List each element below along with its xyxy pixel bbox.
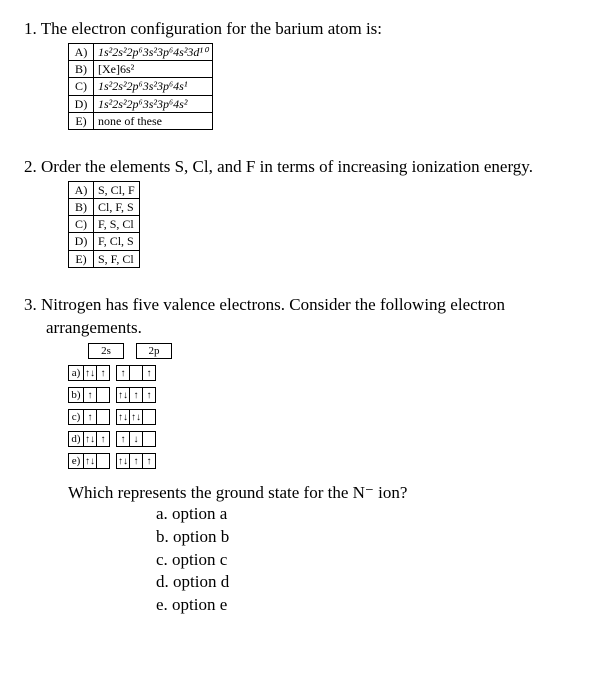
q3-opt-c: c. option c bbox=[156, 549, 566, 572]
q2-row-c-label: C) bbox=[69, 216, 94, 233]
q3-options: a. option a b. option b c. option c d. o… bbox=[156, 503, 566, 618]
question-3: 3. Nitrogen has five valence electrons. … bbox=[24, 294, 566, 618]
q1-row-d-label: D) bbox=[69, 95, 94, 112]
q2-row-a-label: A) bbox=[69, 181, 94, 198]
q3-header-2s: 2s bbox=[89, 343, 124, 358]
q2-row-b-label: B) bbox=[69, 199, 94, 216]
q3-arr-a: a) ↑↓ ↑ ↑ ↑ bbox=[68, 365, 156, 381]
q2-answer-table: A)S, Cl, F B)Cl, F, S C)F, S, Cl D)F, Cl… bbox=[68, 181, 140, 268]
q2-row-c-value: F, S, Cl bbox=[94, 216, 140, 233]
q1-row-e-label: E) bbox=[69, 112, 94, 129]
q3-follow-text: Which represents the ground state for th… bbox=[68, 483, 566, 503]
q3-arr-d: d) ↑↓ ↑ ↑ ↓ bbox=[68, 431, 156, 447]
q3-opt-a: a. option a bbox=[156, 503, 566, 526]
q3-header-2p: 2p bbox=[137, 343, 172, 358]
question-2: 2. Order the elements S, Cl, and F in te… bbox=[24, 156, 566, 268]
question-3-text: 3. Nitrogen has five valence electrons. … bbox=[24, 295, 505, 337]
q1-row-b-value: [Xe]6s² bbox=[94, 61, 213, 78]
question-1: 1. The electron configuration for the ba… bbox=[24, 18, 566, 130]
q2-row-d-value: F, Cl, S bbox=[94, 233, 140, 250]
q1-row-d-value: 1s²2s²2p⁶3s²3p⁶4s² bbox=[94, 95, 213, 112]
q2-row-a-value: S, Cl, F bbox=[94, 181, 140, 198]
q1-row-c-label: C) bbox=[69, 78, 94, 95]
q3-arr-b: b) ↑ ↑↓ ↑ ↑ bbox=[68, 387, 156, 403]
q2-row-e-label: E) bbox=[69, 250, 94, 267]
q1-answer-table: A)1s²2s²2p⁶3s²3p⁶4s²3d¹⁰ B)[Xe]6s² C)1s²… bbox=[68, 43, 213, 130]
q3-arr-e: e) ↑↓ ↑↓ ↑ ↑ bbox=[68, 453, 156, 469]
q2-row-b-value: Cl, F, S bbox=[94, 199, 140, 216]
q3-arrangements: 2s 2p a) ↑↓ ↑ ↑ ↑ b) ↑ ↑ bbox=[68, 343, 566, 469]
q3-arr-c: c) ↑ ↑↓ ↑↓ bbox=[68, 409, 156, 425]
question-2-text: 2. Order the elements S, Cl, and F in te… bbox=[24, 157, 533, 176]
question-1-text: 1. The electron configuration for the ba… bbox=[24, 19, 382, 38]
q1-row-a-label: A) bbox=[69, 43, 94, 60]
q3-opt-e: e. option e bbox=[156, 594, 566, 617]
q2-row-e-value: S, F, Cl bbox=[94, 250, 140, 267]
q3-opt-b: b. option b bbox=[156, 526, 566, 549]
q3-header: 2s 2p bbox=[68, 343, 172, 359]
q1-row-e-value: none of these bbox=[94, 112, 213, 129]
q1-row-c-value: 1s²2s²2p⁶3s²3p⁶4s¹ bbox=[94, 78, 213, 95]
q2-row-d-label: D) bbox=[69, 233, 94, 250]
q3-opt-d: d. option d bbox=[156, 571, 566, 594]
q1-row-b-label: B) bbox=[69, 61, 94, 78]
q1-row-a-value: 1s²2s²2p⁶3s²3p⁶4s²3d¹⁰ bbox=[94, 43, 213, 60]
